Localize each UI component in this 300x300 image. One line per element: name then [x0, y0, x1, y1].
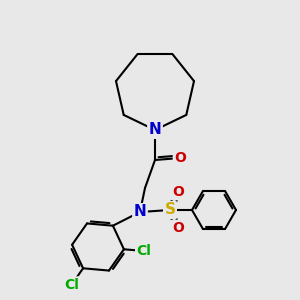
Text: S: S: [164, 202, 175, 217]
Text: O: O: [172, 221, 184, 235]
Text: O: O: [174, 151, 186, 165]
Text: Cl: Cl: [136, 244, 151, 258]
Text: N: N: [148, 122, 161, 137]
Text: N: N: [134, 205, 146, 220]
Text: Cl: Cl: [64, 278, 79, 292]
Text: O: O: [172, 185, 184, 199]
